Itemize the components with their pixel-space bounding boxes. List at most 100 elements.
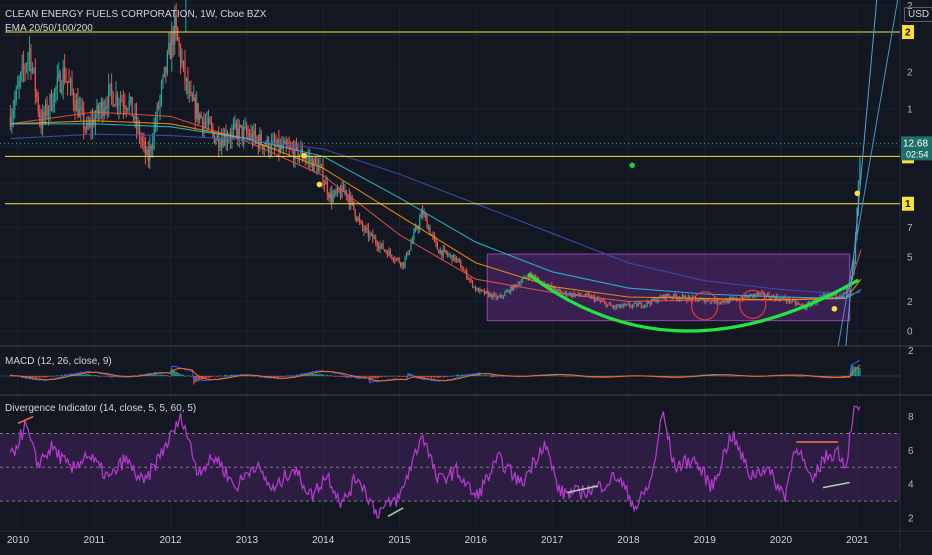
macd-histogram-bar (837, 376, 839, 377)
candle-body (400, 262, 402, 266)
macd-histogram-bar (292, 375, 295, 377)
currency-button[interactable]: USD (904, 7, 932, 22)
ema-legend[interactable]: EMA 20/50/100/200 (5, 23, 93, 34)
macd-histogram-bar (207, 376, 210, 378)
candle-body (34, 68, 36, 92)
macd-histogram-bar (739, 376, 741, 377)
macd-histogram-bar (50, 376, 53, 377)
candle-body (593, 296, 595, 301)
candle-body (56, 77, 58, 88)
macd-histogram-bar (410, 373, 412, 376)
time-scale[interactable]: 2010 2011 2012 2013 2014 2015 2016 2017 2018 2019… (0, 530, 932, 546)
candle-body (690, 298, 692, 301)
candle-body (561, 291, 563, 294)
candle-body (709, 301, 711, 303)
candle-body (414, 227, 416, 232)
macd-histogram-bar (89, 374, 91, 376)
cup-arc-drawing[interactable] (527, 273, 859, 333)
macd-histogram-bar (222, 375, 224, 377)
candle-body (482, 290, 484, 292)
candle-body (403, 262, 405, 267)
macd-histogram-bar (844, 375, 846, 377)
candle-body (225, 133, 227, 142)
macd-histogram-bar (854, 366, 857, 376)
candle-body (118, 103, 120, 106)
candle-body (608, 303, 610, 305)
candle-body (567, 294, 569, 296)
macd-histogram-bar (561, 375, 563, 377)
candle-body (775, 296, 777, 300)
candle-body (620, 304, 622, 308)
candle-body (404, 258, 406, 267)
candle-body (389, 250, 392, 255)
divergence-legend[interactable]: Divergence Indicator (14, close, 5, 5, 6… (5, 403, 197, 414)
candle-body (171, 31, 173, 59)
macd-histogram-bar (857, 367, 860, 376)
candle-body (502, 296, 504, 298)
candle-body (18, 81, 20, 86)
candle-body (560, 290, 562, 292)
candle-body (12, 109, 14, 118)
macd-histogram-bar (781, 375, 783, 377)
macd-histogram-bar (411, 374, 414, 376)
macd-histogram-bar (495, 376, 497, 377)
price-tick-label: 1 (907, 105, 913, 116)
signal-line (10, 364, 861, 382)
macd-histogram-bar (570, 376, 572, 377)
candle-body (75, 99, 77, 112)
candle-body (366, 227, 368, 229)
macd-histogram-bar (606, 376, 609, 377)
macd-histogram-bar (828, 376, 830, 377)
macd-histogram-bar (564, 375, 566, 377)
candle-body (115, 94, 117, 106)
candle-body (461, 268, 463, 270)
macd-histogram-bar (562, 375, 565, 377)
horizontal-levels[interactable] (5, 31, 900, 205)
macd-histogram-bar (799, 375, 801, 377)
candle-body (796, 303, 798, 305)
candle-body (821, 296, 823, 298)
candle-body (606, 304, 609, 307)
candle-body (155, 122, 157, 126)
macd-histogram-bar (794, 375, 796, 377)
user-drawings[interactable] (301, 0, 899, 346)
candle-body (144, 142, 146, 155)
highlight-circle[interactable] (739, 289, 767, 319)
macd-histogram-bar (670, 376, 672, 377)
level-price-tag (902, 196, 914, 211)
trend-line[interactable] (837, 0, 899, 346)
candle-body (159, 97, 161, 109)
candle-body (30, 48, 32, 72)
candle-body (187, 78, 189, 94)
candle-body (645, 304, 647, 306)
macd-histogram-bar (675, 376, 678, 377)
macd-histogram-bar (498, 376, 500, 377)
macd-legend[interactable]: MACD (12, 26, close, 9) (5, 356, 112, 367)
macd-histogram-bar (785, 375, 788, 377)
macd-histogram-bar (709, 375, 711, 376)
macd-histogram-bar (722, 375, 725, 377)
candle-body (279, 144, 281, 152)
divergence-line (9, 405, 861, 519)
macd-histogram-bar (432, 376, 434, 378)
candle-body (413, 231, 415, 240)
candle-body (452, 254, 455, 261)
last-price-tag (901, 136, 932, 161)
highlight-circle[interactable] (691, 291, 719, 321)
candle-body (250, 132, 252, 139)
macd-histogram-bar (681, 375, 683, 377)
candle-body (373, 238, 375, 240)
candle-body (628, 304, 631, 307)
candle-body (39, 111, 41, 120)
candle-body (367, 228, 369, 237)
candle-body (11, 117, 13, 128)
candle-body (357, 217, 359, 221)
year-tick-label: 2010 (7, 535, 30, 546)
macd-histogram-bar (499, 376, 502, 377)
bar-countdown-label: 02:54 (906, 149, 929, 159)
macd-histogram-bar (604, 376, 606, 377)
trend-line[interactable] (845, 0, 880, 346)
